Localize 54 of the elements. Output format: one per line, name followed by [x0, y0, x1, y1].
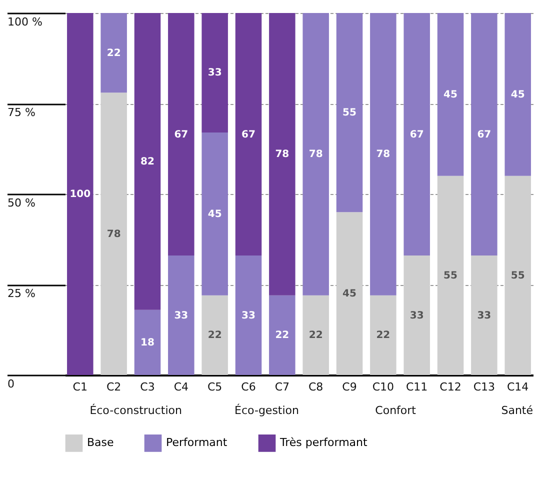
text: Éco-gestion — [234, 403, 300, 417]
data-label: 78 — [275, 149, 290, 160]
data-label: 67 — [242, 129, 256, 140]
data-label: 22 — [376, 330, 390, 342]
data-label: 33 — [410, 310, 424, 322]
data-label: 33 — [208, 68, 222, 79]
legend-label: Très performant — [279, 436, 368, 450]
data-label: 100 — [70, 189, 91, 200]
data-label: 67 — [174, 129, 188, 140]
data-label: 55 — [444, 270, 458, 282]
data-label: 55 — [342, 108, 356, 119]
x-tick-label: C3 — [140, 380, 155, 394]
legend-label: Base — [87, 436, 114, 450]
data-label: 33 — [477, 310, 492, 322]
x-tick-label: C1 — [72, 380, 88, 394]
y-tick-label: 75 % — [8, 106, 36, 119]
x-tick-label: C8 — [308, 380, 324, 394]
y-tick-label: 100 % — [8, 16, 42, 28]
data-label: 33 — [174, 310, 188, 322]
data-label: 78 — [308, 149, 323, 160]
data-label: 78 — [376, 149, 390, 160]
data-label: 22 — [308, 330, 323, 342]
data-label: 45 — [342, 288, 356, 300]
text: Éco-construction — [90, 403, 182, 417]
y-tick-label: 25 % — [8, 287, 36, 300]
data-label: 45 — [510, 89, 525, 100]
x-tick-label: C13 — [473, 380, 496, 394]
legend-label: Performant — [166, 436, 228, 450]
x-tick-label: C5 — [207, 380, 222, 394]
text: Santé — [501, 404, 534, 417]
x-tick-label: C11 — [406, 380, 428, 394]
data-label: 67 — [410, 129, 424, 140]
x-tick-label: C14 — [507, 380, 529, 394]
data-label: 55 — [510, 270, 525, 282]
x-tick-label: C10 — [372, 380, 394, 394]
x-tick-label: C12 — [440, 380, 462, 394]
x-tick-label: C9 — [342, 380, 357, 394]
x-tick-label: C7 — [274, 380, 290, 394]
data-label: 82 — [140, 156, 154, 168]
y-tick-label: 50 % — [8, 196, 36, 210]
text: Confort — [375, 404, 417, 417]
data-label: 22 — [106, 48, 121, 59]
data-label: 22 — [208, 330, 222, 342]
data-label: 45 — [444, 89, 458, 100]
x-tick-label: C4 — [174, 380, 188, 394]
data-label: 18 — [140, 337, 154, 348]
data-label: 67 — [477, 129, 492, 140]
x-tick-label: C6 — [241, 380, 256, 394]
data-label: 22 — [275, 330, 290, 342]
data-label: 78 — [106, 228, 121, 240]
data-label: 33 — [242, 310, 256, 322]
x-tick-label: C2 — [106, 380, 122, 394]
y-tick-label: 0 — [8, 378, 14, 390]
data-label: 45 — [208, 208, 222, 220]
